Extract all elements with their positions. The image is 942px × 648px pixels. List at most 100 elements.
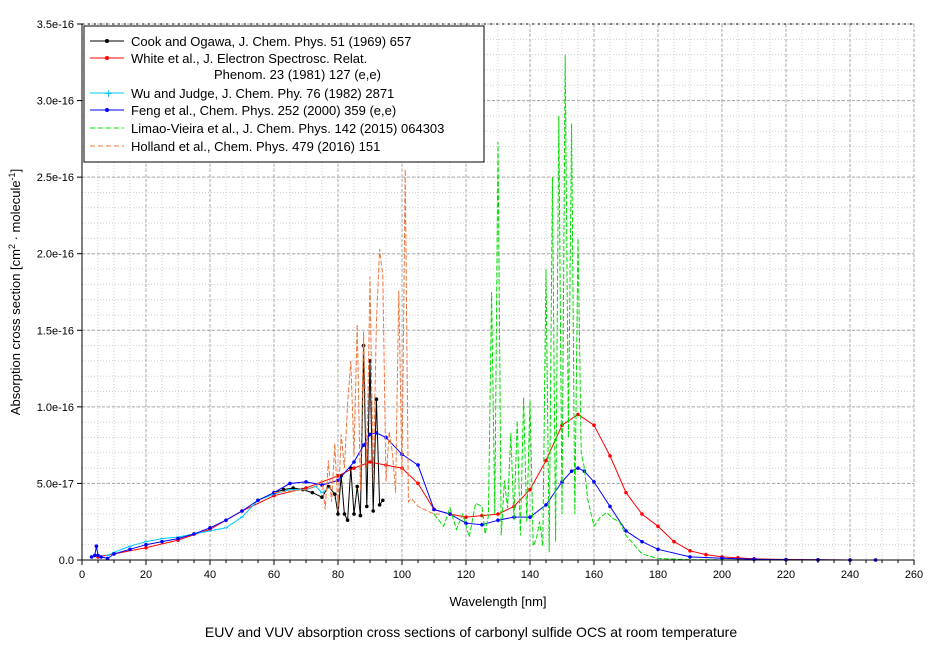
data-point [144, 542, 148, 547]
x-tick-label: 160 [585, 569, 603, 581]
legend-label-holland: Holland et al., Chem. Phys. 479 (2016) 1… [131, 139, 380, 154]
legend-label-white-line2: Phenom. 23 (1981) 127 (e,e) [214, 67, 381, 82]
y-tick-label: 5.0e-17 [37, 478, 74, 490]
x-tick-label: 140 [521, 569, 539, 581]
data-point [576, 412, 580, 417]
y-tick-label: 3.5e-16 [37, 19, 74, 31]
data-point [320, 495, 324, 500]
data-point [496, 518, 500, 522]
x-tick-label: 100 [393, 569, 411, 581]
data-point [336, 473, 340, 478]
data-point [89, 555, 94, 559]
data-point [272, 490, 276, 495]
data-point [320, 483, 324, 487]
data-point [224, 518, 228, 522]
legend-label-feng: Feng et al., Chem. Phys. 252 (2000) 359 … [131, 103, 396, 118]
legend-label-limao: Limao-Vieira et al., J. Chem. Phys. 142 … [131, 121, 444, 136]
legend-marker-feng [105, 108, 109, 112]
y-tick-label: 1.0e-16 [37, 402, 74, 414]
data-point [371, 509, 376, 513]
data-point [624, 529, 628, 533]
data-point [326, 484, 331, 489]
y-axis-title: Absorption cross section [cm2 · molecule… [7, 169, 23, 415]
x-tick-label: 80 [332, 569, 344, 581]
legend-label-white-line1: White et al., J. Electron Spectrosc. Rel… [131, 51, 367, 66]
data-point [94, 544, 99, 549]
data-point [333, 492, 337, 496]
data-point [592, 480, 596, 484]
legend-label-cook: Cook and Ogawa, J. Chem. Phys. 51 (1969)… [131, 34, 411, 49]
data-point [624, 490, 628, 495]
data-point [608, 504, 612, 509]
y-axis-title-sup1: 2 [7, 244, 17, 249]
data-point [112, 552, 116, 556]
data-point [464, 515, 468, 519]
data-point [576, 466, 580, 470]
data-point [656, 547, 660, 552]
data-point [560, 423, 564, 428]
series-holland [273, 169, 441, 515]
data-point [528, 487, 532, 492]
data-point [358, 513, 363, 518]
y-tick-label: 3.0e-16 [37, 96, 74, 108]
y-tick-label: 0.0 [59, 555, 74, 567]
x-tick-label: 0 [79, 569, 85, 581]
series-feng-line [91, 432, 876, 561]
data-point [288, 481, 292, 486]
data-point [656, 524, 660, 529]
data-point [720, 556, 724, 560]
y-axis-title-main: Absorption cross section [cm [8, 249, 23, 415]
data-point [374, 431, 379, 435]
data-point [381, 498, 385, 503]
x-tick-label: 220 [777, 569, 795, 581]
chart-svg: 0 20 40 60 80 100 120 140 160 180 200 220 240 260 0.0 5… [7, 19, 923, 609]
figure-caption: EUV and VUV absorption cross sections of… [204, 624, 738, 640]
data-point [352, 466, 356, 470]
data-point [105, 556, 110, 561]
legend-marker-cook [105, 39, 109, 43]
legend-marker-wu: + [104, 87, 113, 100]
data-point [432, 507, 436, 512]
data-point [448, 512, 452, 516]
data-point [192, 532, 196, 536]
data-point [384, 435, 388, 440]
series-layer [89, 54, 882, 562]
data-point [208, 526, 212, 530]
data-point [160, 539, 164, 544]
y-tick-label: 2.0e-16 [37, 249, 74, 261]
data-point [256, 498, 260, 503]
data-point [640, 539, 644, 544]
x-tick-label: 40 [204, 569, 216, 581]
data-point [336, 512, 340, 516]
data-point [281, 487, 286, 492]
data-point [352, 512, 356, 516]
data-point [480, 522, 484, 527]
data-point [128, 547, 132, 552]
data-point [528, 515, 532, 519]
data-point [544, 458, 548, 463]
x-tick-label: 200 [713, 569, 731, 581]
data-point [240, 509, 244, 513]
data-point [377, 503, 382, 507]
data-point [640, 512, 644, 516]
y-axis-title-mid: · molecule [8, 180, 23, 244]
data-point [304, 480, 308, 484]
x-tick-label: 120 [457, 569, 475, 581]
legend-label-wu: Wu and Judge, J. Chem. Phy. 76 (1982) 28… [131, 86, 394, 101]
data-point [416, 481, 420, 486]
x-axis-title: Wavelength [nm] [449, 594, 546, 609]
x-tick-label: 20 [140, 569, 152, 581]
x-tick-label: 180 [649, 569, 667, 581]
data-point [144, 545, 148, 550]
data-point [704, 552, 708, 557]
data-point [368, 432, 372, 437]
data-point [608, 454, 612, 458]
data-point [688, 555, 692, 559]
data-point [176, 536, 180, 541]
legend: Cook and Ogawa, J. Chem. Phys. 51 (1969)… [83, 25, 485, 163]
data-point [355, 484, 360, 489]
legend-box [83, 25, 485, 163]
data-point [93, 553, 97, 558]
data-point [496, 512, 500, 516]
y-axis-title-sup2: -1 [7, 172, 17, 180]
